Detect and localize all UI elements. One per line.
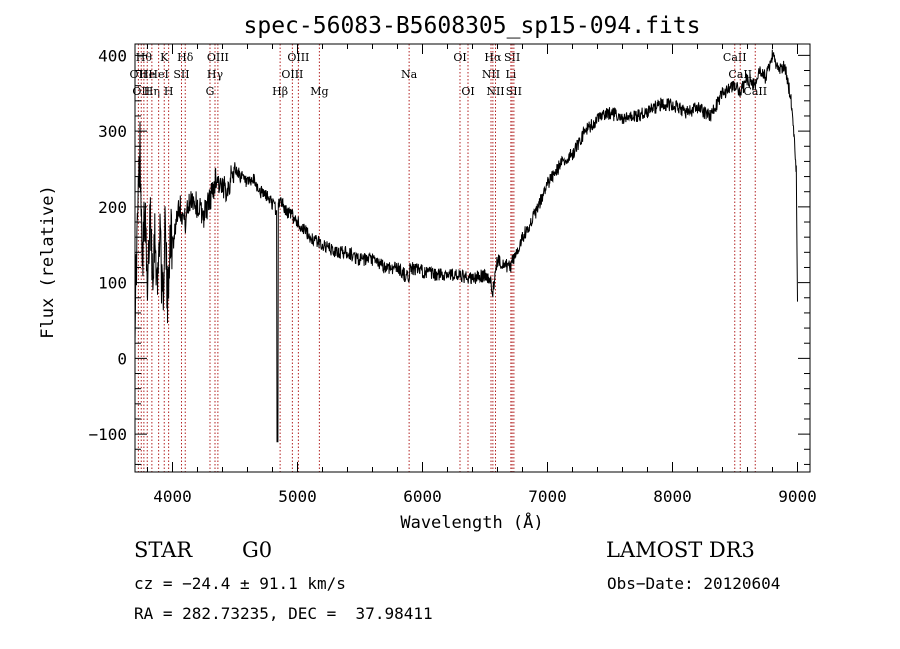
line-label: He <box>139 68 155 81</box>
line-label: Hβ <box>272 85 288 98</box>
line-label: SII <box>173 68 189 81</box>
line-label: SII <box>506 85 522 98</box>
line-label: OI <box>461 85 474 98</box>
line-label: Hη <box>144 85 160 98</box>
x-tick-label: 9000 <box>778 487 817 506</box>
line-label: CaII <box>728 68 752 81</box>
line-label: Hγ <box>207 68 224 81</box>
line-label: Mg <box>310 85 328 98</box>
line-label: Li <box>505 68 516 81</box>
y-tick-label: 100 <box>98 274 127 293</box>
x-tick-label: 5000 <box>278 487 317 506</box>
object-class: STAR <box>134 538 193 562</box>
x-axis-label: Wavelength (Å) <box>400 511 543 533</box>
x-tick-label: 7000 <box>528 487 567 506</box>
line-label: CaII <box>723 51 747 64</box>
object-subclass: G0 <box>242 538 273 562</box>
line-label: G <box>206 85 215 98</box>
redshift-velocity: cz = −24.4 ± 91.1 km/s <box>134 574 346 593</box>
y-tick-label: 0 <box>117 349 127 368</box>
y-tick-label: −100 <box>88 425 127 444</box>
line-label: NII <box>482 68 500 81</box>
line-label: Hα <box>484 51 502 64</box>
line-label: OIII <box>207 51 229 64</box>
line-label: OI <box>453 51 466 64</box>
x-tick-label: 4000 <box>153 487 192 506</box>
line-label: OII <box>132 85 150 98</box>
line-label: OII <box>130 68 148 81</box>
x-tick-label: 6000 <box>403 487 442 506</box>
spectrum-series <box>134 49 798 443</box>
observation-date: Obs−Date: 20120604 <box>607 574 781 593</box>
y-tick-label: 400 <box>98 46 127 65</box>
y-tick-label: 300 <box>98 122 127 141</box>
line-label: OIII <box>281 68 303 81</box>
line-label: CaII <box>743 85 767 98</box>
line-label: Hδ <box>177 51 194 64</box>
chart-title: spec-56083-B5608305_sp15-094.fits <box>244 13 701 39</box>
x-tick-label: 8000 <box>653 487 692 506</box>
line-label: HeI <box>148 68 168 81</box>
line-label: K <box>160 51 169 64</box>
line-label: NII <box>486 85 504 98</box>
survey-name: LAMOST DR3 <box>606 538 755 562</box>
line-label: Na <box>401 68 418 81</box>
ra-dec-coordinates: RA = 282.73235, DEC = 37.98411 <box>134 604 433 623</box>
line-label: Hθ <box>136 51 153 64</box>
y-axis-label: Flux (relative) <box>38 185 58 339</box>
plot-frame <box>134 43 811 473</box>
line-label: SII <box>504 51 520 64</box>
line-label: H <box>164 85 174 98</box>
line-label: OIII <box>287 51 309 64</box>
y-tick-label: 200 <box>98 198 127 217</box>
axis-ticks: 4000 5000 6000 7000 8000 9000 −100 0 100 200 300 40… <box>88 44 817 506</box>
